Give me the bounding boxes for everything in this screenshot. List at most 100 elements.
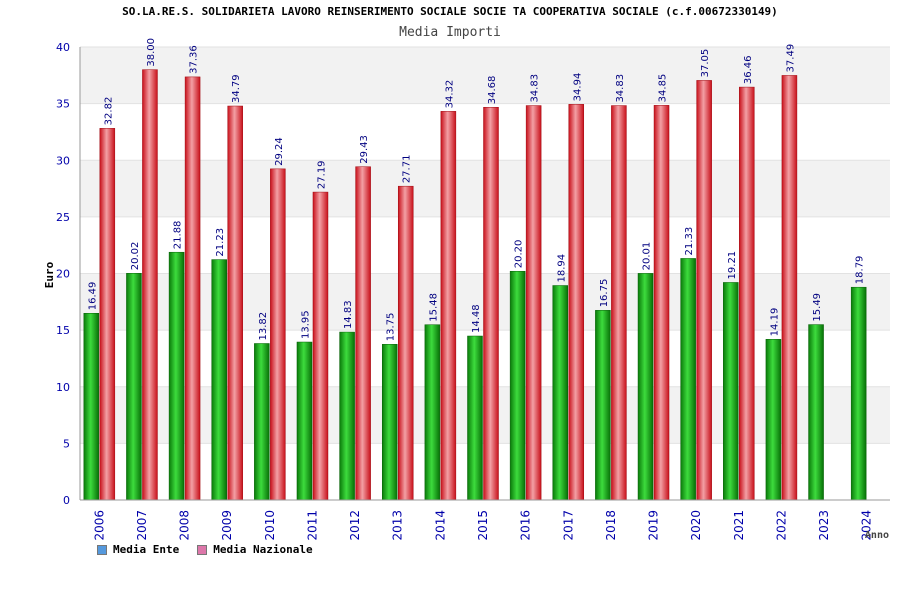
data-label: 16.49 xyxy=(87,282,98,311)
bar xyxy=(339,331,355,501)
bar xyxy=(653,105,670,501)
legend: Media Ente Media Nazionale xyxy=(97,543,313,556)
data-label: 13.82 xyxy=(258,312,269,341)
data-label: 37.36 xyxy=(189,45,200,74)
data-label: 37.49 xyxy=(785,44,796,73)
x-tick-label: 2022 xyxy=(774,510,788,541)
data-label: 34.68 xyxy=(487,76,498,105)
x-tick-label: 2018 xyxy=(604,510,618,541)
x-tick-label: 2011 xyxy=(305,510,319,541)
bar xyxy=(739,86,755,501)
bar xyxy=(227,105,243,501)
y-tick-label: 20 xyxy=(56,268,70,281)
data-label: 14.83 xyxy=(343,300,354,329)
bar xyxy=(696,80,712,501)
bar xyxy=(525,105,542,501)
data-label: 20.02 xyxy=(130,242,141,271)
data-label: 34.32 xyxy=(444,80,455,109)
x-tick-label: 2021 xyxy=(732,510,746,541)
x-tick-label: 2008 xyxy=(178,510,192,541)
data-label: 13.75 xyxy=(386,313,397,342)
legend-label: Media Nazionale xyxy=(213,543,313,556)
x-tick-label: 2009 xyxy=(220,510,234,541)
data-label: 15.48 xyxy=(428,293,439,322)
value-labels: 16.49 32.82 20.02 38.00 21.88 37.36 21.23 34.79… xyxy=(87,38,865,341)
x-tick-label: 2013 xyxy=(391,510,405,541)
data-label: 37.05 xyxy=(700,49,711,78)
bar xyxy=(680,258,696,501)
x-tick-label: 2015 xyxy=(476,510,490,541)
bar xyxy=(850,286,867,501)
bar xyxy=(611,105,627,501)
legend-swatch xyxy=(97,544,107,555)
bar xyxy=(355,166,371,501)
y-tick-label: 10 xyxy=(56,381,70,394)
data-label: 34.79 xyxy=(231,74,242,103)
data-label: 14.48 xyxy=(471,304,482,333)
x-tick-labels: 2006 2007 2008 2009 2010 2011 2012 2013 2014 2015… xyxy=(92,510,873,541)
x-tick-label: 2023 xyxy=(817,510,831,541)
bar xyxy=(765,339,782,501)
bar xyxy=(381,344,398,501)
bar xyxy=(568,104,585,501)
legend-item-media-ente: Media Ente xyxy=(97,543,179,556)
bar xyxy=(467,335,483,501)
y-tick-label: 40 xyxy=(56,41,70,54)
data-label: 29.24 xyxy=(274,137,285,166)
bar xyxy=(808,324,824,501)
bar xyxy=(254,343,270,501)
data-label: 13.95 xyxy=(300,310,311,339)
data-label: 21.33 xyxy=(684,227,695,256)
bar xyxy=(142,69,158,501)
data-label: 34.83 xyxy=(615,74,626,103)
x-tick-label: 2020 xyxy=(689,510,703,541)
data-label: 18.94 xyxy=(556,254,567,283)
bar xyxy=(312,191,329,501)
bar xyxy=(637,273,654,501)
data-label: 29.43 xyxy=(359,135,370,164)
bar xyxy=(595,310,611,501)
bar xyxy=(99,128,116,501)
bar xyxy=(424,324,441,501)
bar xyxy=(723,282,739,501)
bar xyxy=(211,259,227,501)
bar xyxy=(440,111,457,501)
x-tick-label: 2017 xyxy=(561,510,575,541)
data-label: 36.46 xyxy=(743,55,754,84)
y-tick-labels: 0 5 10 15 20 25 30 35 40 xyxy=(56,41,70,507)
data-label: 32.82 xyxy=(103,97,114,126)
bar xyxy=(83,313,100,501)
y-tick-label: 15 xyxy=(56,324,70,337)
x-tick-label: 2016 xyxy=(519,510,533,541)
y-tick-label: 5 xyxy=(63,437,70,450)
data-label: 14.19 xyxy=(769,308,780,337)
data-label: 21.88 xyxy=(173,221,184,250)
bar xyxy=(126,273,142,501)
bars xyxy=(83,69,867,501)
bar xyxy=(509,270,526,501)
data-label: 16.75 xyxy=(599,279,610,308)
x-tick-label: 2024 xyxy=(860,510,874,541)
data-label: 27.19 xyxy=(316,160,327,189)
x-tick-label: 2012 xyxy=(348,510,362,541)
y-tick-label: 25 xyxy=(56,211,70,224)
bar xyxy=(552,285,569,501)
y-tick-label: 30 xyxy=(56,154,70,167)
data-label: 21.23 xyxy=(215,228,226,257)
legend-item-media-nazionale: Media Nazionale xyxy=(197,543,313,556)
data-label: 20.01 xyxy=(642,242,653,271)
bar xyxy=(397,185,414,501)
data-label: 34.85 xyxy=(658,74,669,103)
axes xyxy=(79,47,890,501)
data-label: 38.00 xyxy=(146,38,157,67)
x-axis-label: Anno xyxy=(865,530,889,541)
bar xyxy=(184,76,201,501)
data-label: 27.71 xyxy=(402,155,413,184)
bar xyxy=(781,75,798,501)
y-tick-label: 35 xyxy=(56,98,70,111)
data-label: 15.49 xyxy=(812,293,823,322)
y-axis-label: Euro xyxy=(43,261,56,288)
legend-label: Media Ente xyxy=(113,543,180,556)
x-tick-label: 2014 xyxy=(433,510,447,541)
